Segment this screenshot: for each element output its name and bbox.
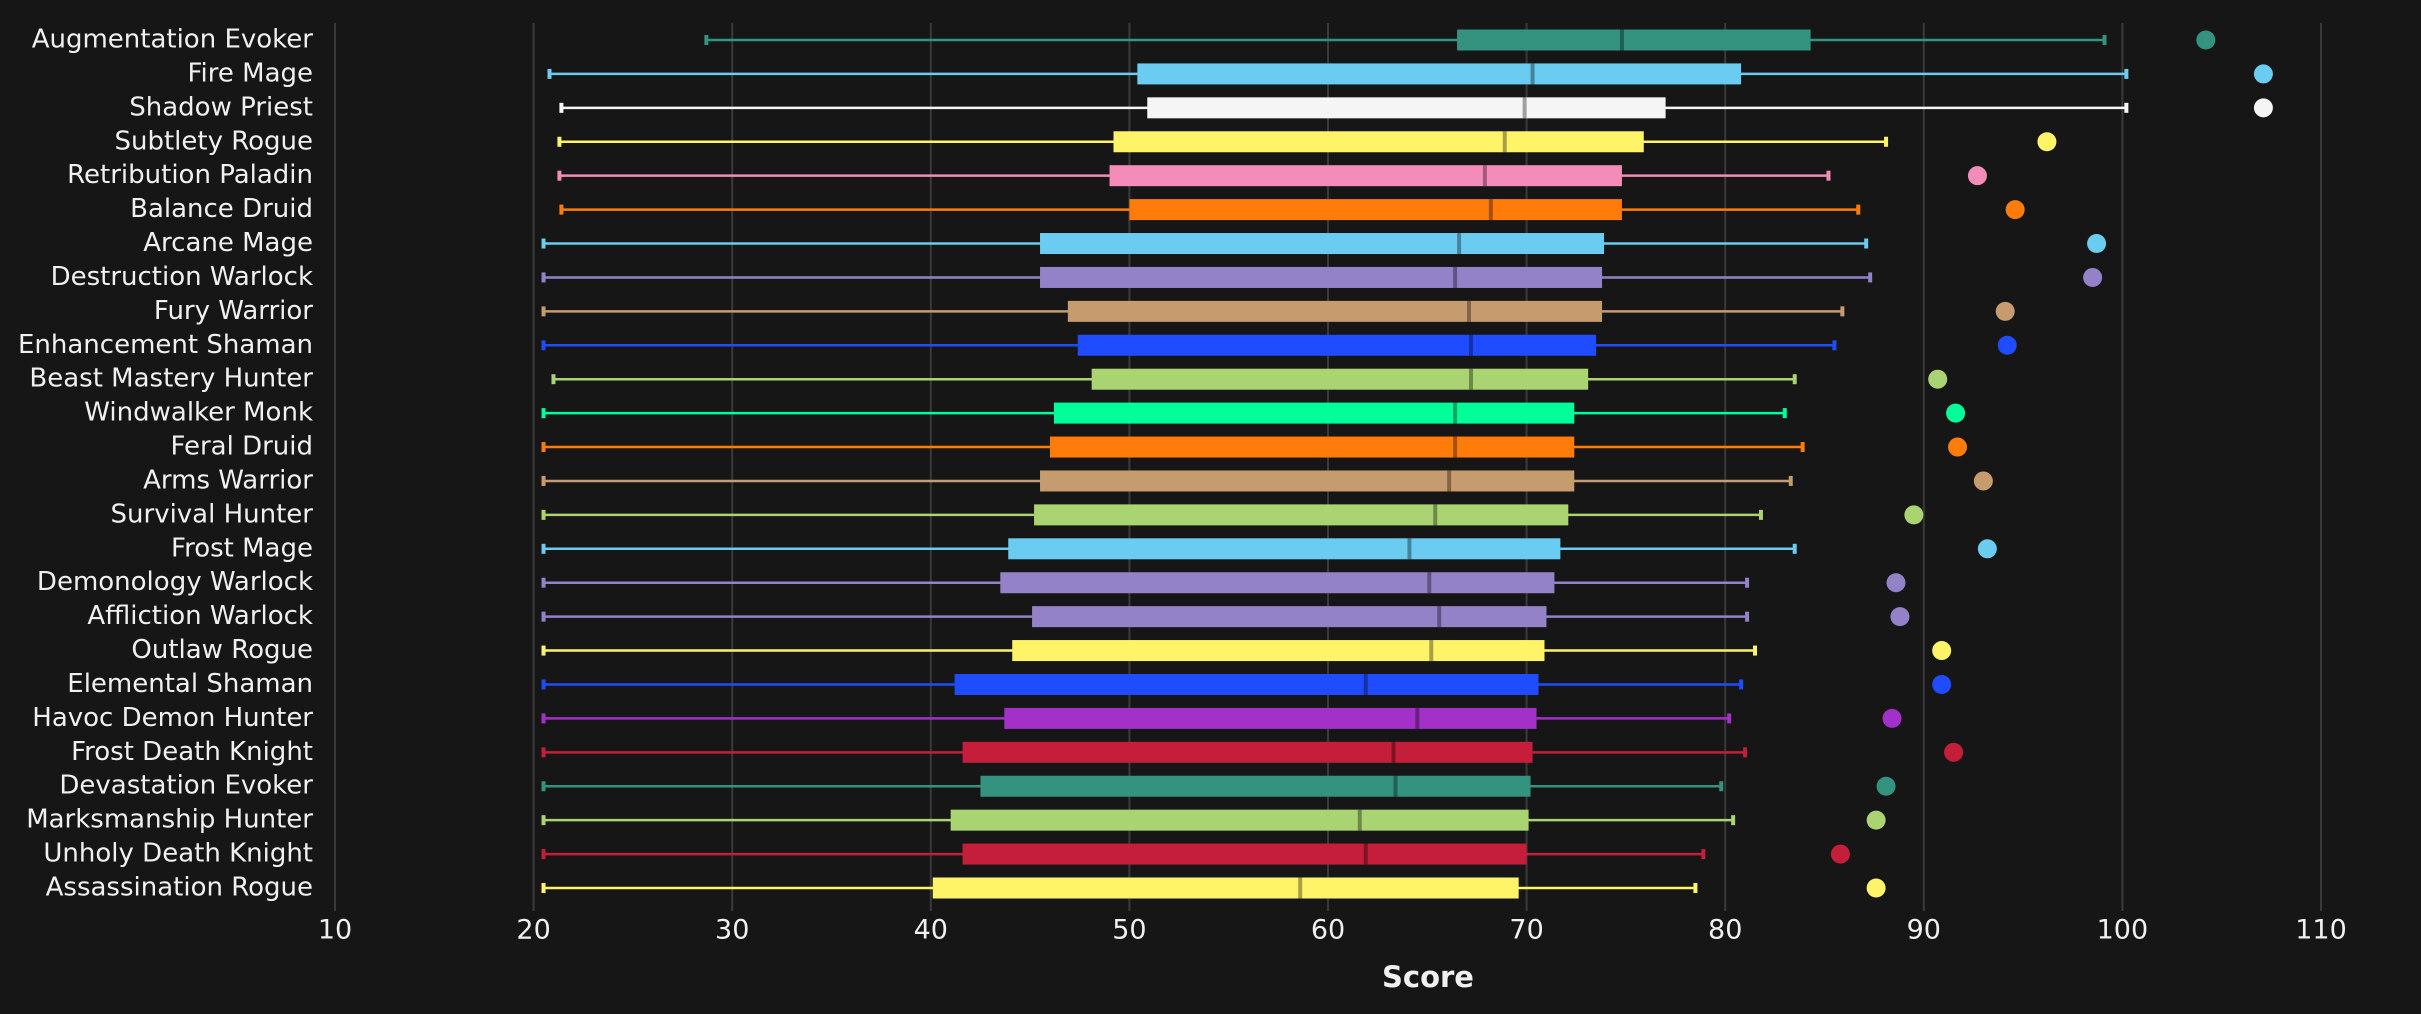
category-label: Marksmanship Hunter bbox=[26, 805, 313, 835]
category-label: Elemental Shaman bbox=[67, 669, 313, 699]
outlier bbox=[1995, 301, 2015, 321]
box bbox=[1049, 436, 1575, 458]
x-axis-title: Score bbox=[1382, 960, 1474, 994]
box bbox=[962, 843, 1527, 865]
outlier bbox=[1932, 674, 1952, 694]
outlier bbox=[1948, 437, 1968, 457]
category-label: Balance Druid bbox=[130, 194, 313, 224]
outlier bbox=[2196, 30, 2216, 50]
outlier bbox=[1830, 844, 1850, 864]
category-label: Arcane Mage bbox=[143, 228, 313, 258]
box bbox=[980, 775, 1531, 797]
box bbox=[1457, 29, 1811, 51]
box bbox=[1113, 131, 1644, 153]
box bbox=[1137, 63, 1742, 85]
box bbox=[1012, 640, 1545, 662]
category-label: Assassination Rogue bbox=[46, 873, 313, 903]
x-tick-label: 100 bbox=[2097, 915, 2149, 946]
x-tick-label: 40 bbox=[914, 915, 948, 946]
outlier bbox=[1967, 166, 1987, 186]
outlier bbox=[2083, 267, 2103, 287]
outlier bbox=[1977, 539, 1997, 559]
category-label: Devastation Evoker bbox=[59, 771, 313, 801]
box bbox=[1077, 334, 1597, 356]
category-label: Retribution Paladin bbox=[67, 160, 313, 190]
box bbox=[1067, 300, 1603, 322]
box bbox=[1053, 402, 1575, 424]
box bbox=[950, 809, 1529, 831]
outlier bbox=[1997, 335, 2017, 355]
outlier bbox=[1946, 403, 1966, 423]
category-label: Augmentation Evoker bbox=[32, 25, 314, 55]
box bbox=[1091, 368, 1589, 390]
box bbox=[1109, 165, 1622, 187]
box bbox=[1004, 707, 1537, 729]
x-tick-label: 90 bbox=[1907, 915, 1941, 946]
box bbox=[1147, 97, 1666, 119]
x-tick-label: 50 bbox=[1112, 915, 1146, 946]
x-tick-label: 70 bbox=[1509, 915, 1543, 946]
box bbox=[1040, 266, 1603, 288]
box bbox=[1040, 233, 1605, 255]
x-tick-label: 80 bbox=[1708, 915, 1742, 946]
category-label: Arms Warrior bbox=[143, 465, 313, 495]
category-label: Subtlety Rogue bbox=[114, 126, 313, 156]
outlier bbox=[2253, 98, 2273, 118]
outlier bbox=[2005, 200, 2025, 220]
box bbox=[1008, 538, 1561, 560]
outlier bbox=[1928, 369, 1948, 389]
category-label: Outlaw Rogue bbox=[131, 635, 313, 665]
box bbox=[962, 741, 1533, 763]
outlier bbox=[1973, 471, 1993, 491]
category-label: Unholy Death Knight bbox=[43, 839, 313, 869]
category-label: Demonology Warlock bbox=[37, 567, 313, 597]
box bbox=[1040, 470, 1575, 492]
x-tick-label: 110 bbox=[2295, 915, 2347, 946]
category-label: Fire Mage bbox=[187, 58, 313, 88]
x-tick-label: 60 bbox=[1311, 915, 1345, 946]
box bbox=[1000, 572, 1555, 594]
box bbox=[1129, 199, 1622, 221]
outlier bbox=[1866, 878, 1886, 898]
outlier bbox=[1876, 776, 1896, 796]
category-label: Affliction Warlock bbox=[87, 601, 313, 631]
outlier bbox=[1886, 573, 1906, 593]
x-tick-label: 20 bbox=[516, 915, 550, 946]
category-label: Fury Warrior bbox=[154, 296, 313, 326]
category-label: Beast Mastery Hunter bbox=[29, 364, 313, 394]
outlier bbox=[1890, 607, 1910, 627]
box bbox=[1034, 504, 1569, 526]
category-label: Shadow Priest bbox=[129, 92, 313, 122]
category-label: Frost Death Knight bbox=[71, 737, 313, 767]
outlier bbox=[2253, 64, 2273, 84]
category-label: Survival Hunter bbox=[111, 499, 314, 529]
outlier bbox=[1932, 641, 1952, 661]
category-label: Windwalker Monk bbox=[84, 398, 313, 428]
outlier bbox=[1904, 505, 1924, 525]
x-tick-label: 10 bbox=[318, 915, 352, 946]
outlier bbox=[1866, 810, 1886, 830]
outlier bbox=[2087, 234, 2107, 254]
outlier bbox=[1944, 742, 1964, 762]
box bbox=[1032, 606, 1547, 628]
outlier bbox=[2037, 132, 2057, 152]
outlier bbox=[1882, 708, 1902, 728]
category-label: Destruction Warlock bbox=[51, 262, 313, 292]
category-label: Havoc Demon Hunter bbox=[32, 703, 313, 733]
x-tick-label: 30 bbox=[715, 915, 749, 946]
box bbox=[932, 877, 1519, 899]
category-label: Enhancement Shaman bbox=[18, 330, 313, 360]
category-label: Frost Mage bbox=[171, 533, 313, 563]
category-label: Feral Druid bbox=[170, 432, 313, 462]
box bbox=[954, 673, 1539, 695]
